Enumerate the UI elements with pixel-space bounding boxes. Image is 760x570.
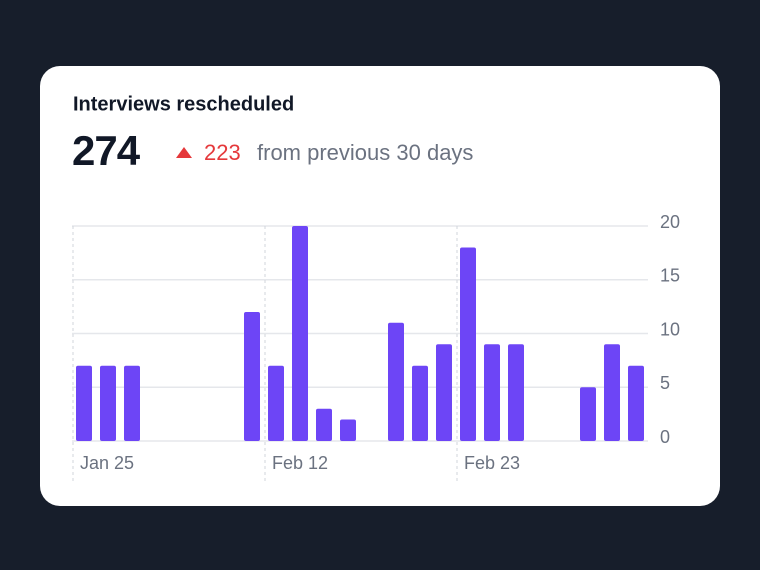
y-tick-label: 5 xyxy=(660,373,670,393)
bar xyxy=(292,226,308,441)
up-arrow xyxy=(176,147,192,158)
x-tick-label: Feb 12 xyxy=(272,453,328,473)
bar xyxy=(244,312,260,441)
y-tick-label: 0 xyxy=(660,427,670,447)
bar xyxy=(268,365,284,441)
y-tick-label: 15 xyxy=(660,266,680,286)
bar xyxy=(412,365,428,441)
bar xyxy=(460,247,476,441)
bar xyxy=(628,365,644,441)
bar xyxy=(340,419,356,441)
bar xyxy=(124,365,140,441)
x-tick-label: Feb 23 xyxy=(464,453,520,473)
bar xyxy=(436,344,452,441)
x-tick-label: Jan 25 xyxy=(80,453,134,473)
change-text: from previous 30 days xyxy=(257,140,473,165)
bar xyxy=(100,365,116,441)
total-value: 274 xyxy=(72,127,141,174)
bar xyxy=(484,344,500,441)
y-tick-label: 20 xyxy=(660,212,680,232)
bar xyxy=(388,322,404,441)
change-value: 223 xyxy=(204,140,241,165)
bar xyxy=(604,344,620,441)
card-title: Interviews rescheduled xyxy=(73,93,294,115)
bar xyxy=(580,387,596,441)
bar xyxy=(508,344,524,441)
y-tick-label: 10 xyxy=(660,319,680,339)
bar xyxy=(316,408,332,441)
bar xyxy=(76,365,92,441)
